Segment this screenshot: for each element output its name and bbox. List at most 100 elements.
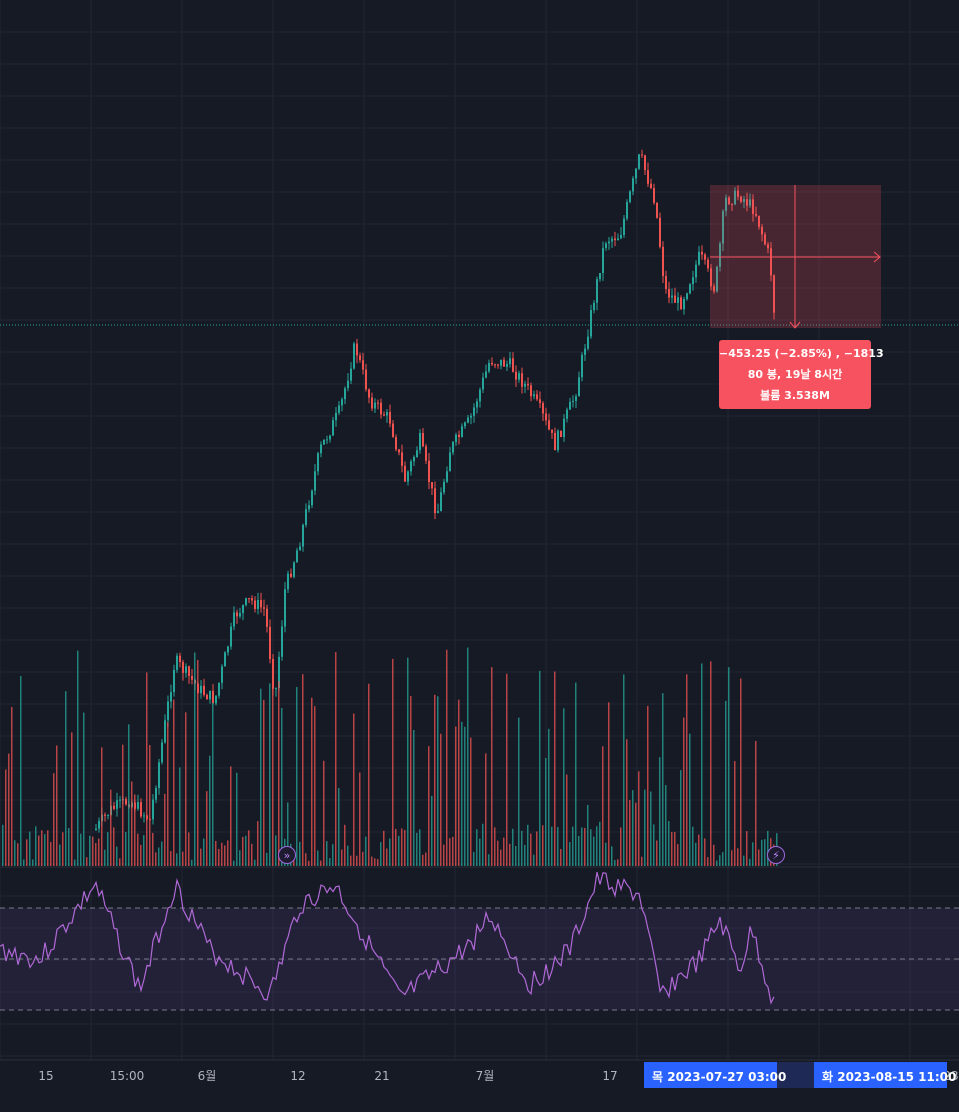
volume-bar bbox=[32, 859, 34, 866]
volume-bar bbox=[476, 829, 478, 866]
volume-bar bbox=[11, 706, 13, 866]
volume-bar bbox=[749, 858, 751, 866]
volume-bar bbox=[80, 833, 82, 866]
candle bbox=[428, 460, 430, 483]
candle bbox=[599, 272, 601, 280]
candle bbox=[548, 420, 550, 430]
volume-bar bbox=[236, 772, 238, 866]
candle bbox=[587, 336, 589, 349]
candle bbox=[476, 401, 478, 408]
volume-bar bbox=[74, 859, 76, 866]
candle bbox=[656, 202, 658, 218]
volume-bar bbox=[383, 830, 385, 866]
volume-bar bbox=[632, 790, 634, 866]
candle bbox=[254, 600, 256, 610]
volume-bar bbox=[608, 702, 610, 866]
candle bbox=[227, 646, 229, 653]
arrow-circle-icon[interactable]: » bbox=[278, 846, 296, 864]
volume-bar bbox=[734, 760, 736, 866]
volume-bar bbox=[305, 853, 307, 866]
volume-bar bbox=[704, 838, 706, 866]
volume-bar bbox=[278, 681, 280, 866]
candle bbox=[125, 799, 127, 805]
candle bbox=[275, 688, 277, 690]
candle bbox=[533, 394, 535, 397]
volume-bar bbox=[626, 739, 628, 866]
volume-bar bbox=[617, 859, 619, 866]
volume-bar bbox=[665, 785, 667, 866]
candle bbox=[269, 626, 271, 660]
candle bbox=[281, 626, 283, 657]
volume-bar bbox=[326, 841, 328, 866]
volume-bar bbox=[311, 697, 313, 866]
volume-bar bbox=[239, 850, 241, 866]
volume-bar bbox=[140, 844, 142, 866]
measure-tooltip: −453.25 (−2.85%) , −1813 80 봉, 19날 8시간 볼… bbox=[719, 340, 884, 409]
volume-bar bbox=[176, 853, 178, 866]
candle bbox=[512, 358, 514, 372]
volume-bar bbox=[50, 842, 52, 866]
candle bbox=[326, 439, 328, 441]
x-tick-label: 15 bbox=[38, 1069, 53, 1083]
volume-bar bbox=[740, 678, 742, 866]
candle bbox=[641, 154, 643, 156]
volume-bar bbox=[494, 827, 496, 866]
volume-bar bbox=[602, 746, 604, 866]
volume-bar bbox=[374, 858, 376, 866]
candle bbox=[740, 196, 742, 202]
volume-bar bbox=[161, 841, 163, 866]
candle bbox=[728, 197, 730, 204]
candle bbox=[116, 800, 118, 809]
volume-bar bbox=[194, 652, 196, 866]
candle bbox=[626, 202, 628, 219]
candle bbox=[764, 234, 766, 245]
volume-bar bbox=[551, 826, 553, 866]
volume-bar bbox=[281, 707, 283, 866]
volume-bar bbox=[155, 852, 157, 866]
candle bbox=[743, 199, 745, 202]
volume-bar bbox=[2, 824, 4, 866]
candle bbox=[383, 414, 385, 416]
volume-bar bbox=[662, 693, 664, 866]
volume-bar bbox=[389, 838, 391, 866]
candle bbox=[500, 359, 502, 366]
candle bbox=[707, 259, 709, 269]
candle bbox=[647, 170, 649, 184]
volume-bar bbox=[560, 848, 562, 866]
candle bbox=[365, 369, 367, 390]
volume-bar bbox=[179, 767, 181, 866]
volume-bar bbox=[71, 732, 73, 866]
volume-bar bbox=[89, 835, 91, 866]
candle bbox=[539, 399, 541, 404]
candle bbox=[581, 354, 583, 378]
volume-bar bbox=[263, 699, 265, 866]
candle bbox=[362, 360, 364, 370]
candle bbox=[380, 402, 382, 415]
volume-bar bbox=[323, 760, 325, 866]
candle bbox=[113, 805, 115, 809]
volume-bar bbox=[191, 859, 193, 866]
candle bbox=[569, 401, 571, 410]
volume-bar bbox=[35, 826, 37, 866]
volume-bar bbox=[695, 842, 697, 866]
volume-bar bbox=[542, 825, 544, 866]
volume-bar bbox=[566, 774, 568, 866]
candle bbox=[632, 178, 634, 192]
candle bbox=[215, 695, 217, 704]
candle bbox=[590, 310, 592, 337]
candle bbox=[266, 608, 268, 627]
volume-bar bbox=[737, 848, 739, 866]
volume-bar bbox=[77, 650, 79, 866]
volume-bar bbox=[380, 842, 382, 866]
candle bbox=[404, 465, 406, 482]
volume-bar bbox=[107, 832, 109, 866]
measure-volume: 볼륨 3.538M bbox=[760, 389, 830, 402]
candle bbox=[509, 358, 511, 365]
volume-bar bbox=[119, 858, 121, 866]
volume-bar bbox=[692, 826, 694, 866]
lightning-icon[interactable]: ⚡ bbox=[767, 846, 785, 864]
volume-bar bbox=[614, 860, 616, 866]
volume-bar bbox=[272, 682, 274, 866]
candle bbox=[455, 434, 457, 442]
